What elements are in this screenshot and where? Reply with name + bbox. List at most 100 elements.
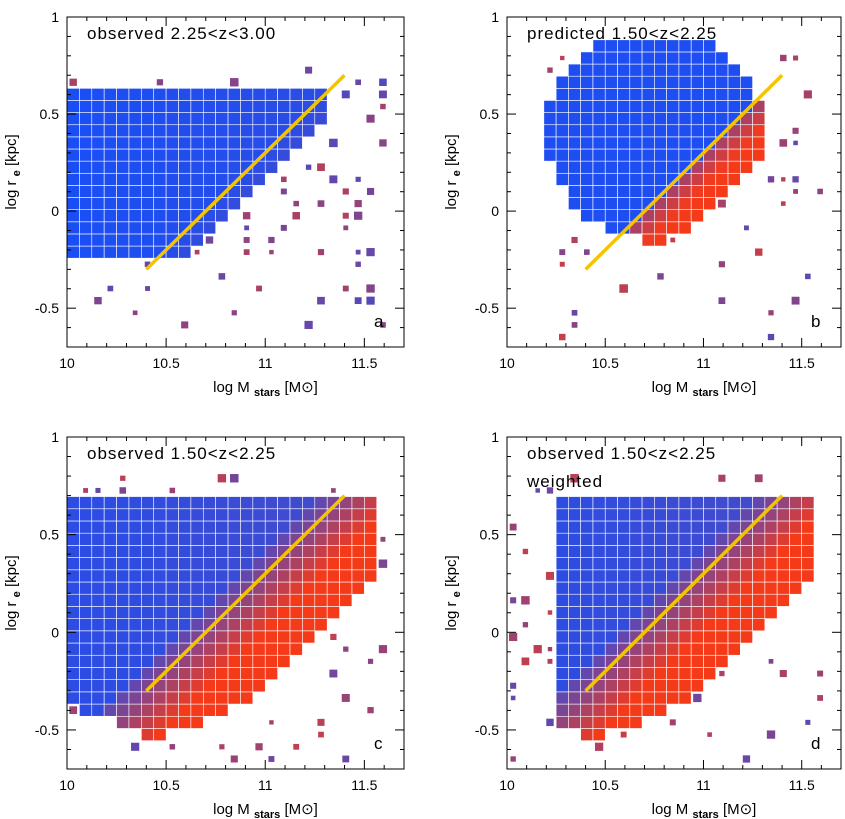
heatmap-cell [132,310,138,316]
heatmap-cell [165,124,179,138]
heatmap-cell [165,679,179,693]
heatmap-cell [533,645,542,654]
heatmap-cell [580,136,594,150]
heatmap-cell [580,654,594,668]
heatmap-cell [215,532,229,546]
heatmap-cell [91,124,105,138]
heatmap-cell [227,581,241,595]
heatmap-cell [116,160,130,174]
heatmap-cell [629,520,643,534]
heatmap-cell [91,593,105,607]
heatmap-cell [280,224,287,231]
heatmap-cell [116,679,130,693]
heatmap-cell [103,221,117,235]
heatmap-cell [641,185,655,198]
heatmap-cell [128,221,142,235]
heatmap-cell [378,90,387,99]
heatmap-cell [641,557,655,571]
heatmap-cell [277,112,291,126]
heatmap-cell [367,658,374,664]
heatmap-cell [510,682,517,689]
y-tick-label: 0 [51,624,59,640]
heatmap-cell [604,148,618,162]
heatmap-cell [764,557,778,571]
heatmap-cell [604,51,618,65]
heatmap-cell [79,508,93,522]
heatmap-cell [178,618,192,632]
heatmap-cell [317,296,325,305]
heatmap-cell [153,691,167,705]
heatmap-cell [243,249,250,255]
heatmap-cell [666,160,680,174]
heatmap-cell [91,606,105,619]
heatmap-cell [103,197,117,210]
heatmap-cell [240,185,254,198]
heatmap-cell [740,75,753,89]
heatmap-cell [355,176,361,182]
heatmap-cell [277,88,291,101]
heatmap-cell [654,496,667,510]
heatmap-cell [128,124,142,138]
heatmap-cell [555,618,569,632]
heatmap-cell [568,569,581,583]
heatmap-cell [351,532,365,546]
heatmap-cell [678,88,692,101]
heatmap-cell [281,176,287,183]
heatmap-cell [289,136,303,150]
heatmap-cell [190,569,204,583]
heatmap-cell [215,642,229,656]
heatmap-cell [776,545,790,558]
heatmap-cell [629,197,643,210]
x-tick-label: 11.5 [351,355,377,371]
heatmap-cell [555,642,569,656]
heatmap-cell [555,593,569,607]
heatmap-cell [103,172,117,186]
x-tick-label: 11 [258,777,273,793]
heatmap-cell [715,618,729,632]
heatmap-cell [690,63,704,77]
heatmap-cell [789,508,803,522]
heatmap-cell [580,148,594,162]
heatmap-cell [568,75,581,89]
heatmap-cell [67,148,80,162]
heatmap-cell [703,88,717,101]
heatmap-cell [580,569,594,583]
heatmap-cell [592,728,606,741]
heatmap-cell [555,520,569,534]
heatmap-cell [801,520,815,534]
heatmap-cell [256,285,262,292]
heatmap-cell [79,136,93,150]
heatmap-cell [351,520,365,534]
heatmap-cell [351,496,365,510]
heatmap-cell [178,630,192,644]
heatmap-cell [666,557,680,571]
heatmap-cell [141,245,155,259]
heatmap-cell [555,100,569,113]
heatmap-cell [141,160,155,174]
heatmap-cell [364,508,378,522]
heatmap-cell [67,124,80,138]
heatmap-cell [690,496,704,510]
heatmap-cell [277,496,291,510]
heatmap-cell [79,172,93,186]
heatmap-cell [727,642,741,656]
heatmap-cell [116,545,130,558]
heatmap-cell [280,188,287,195]
heatmap-cell [366,114,375,123]
heatmap-cell [264,642,278,656]
heatmap-cell [654,520,667,534]
heatmap-cell [264,532,278,546]
heatmap-cell [165,703,179,717]
heatmap-cell [165,112,179,126]
heatmap-cell [604,508,618,522]
heatmap-cell [79,197,93,210]
heatmap-cell [715,520,729,534]
heatmap-cell [141,112,155,126]
heatmap-cell [141,496,155,510]
heatmap-cell [740,581,753,595]
heatmap-cell [592,496,606,510]
heatmap-cell [801,496,815,510]
heatmap-cell [617,88,631,101]
heatmap-cell [580,172,594,186]
heatmap-cell [178,593,192,607]
